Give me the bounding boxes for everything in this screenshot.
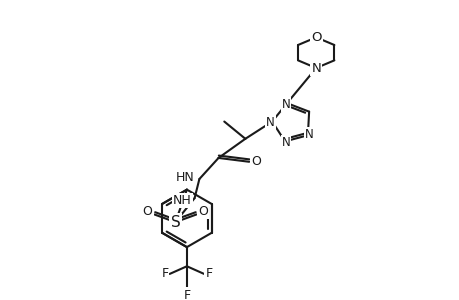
Text: F: F [205, 267, 212, 280]
Text: N: N [281, 136, 290, 149]
Text: F: F [161, 267, 168, 280]
Text: HN: HN [175, 171, 194, 184]
Text: F: F [183, 289, 190, 300]
Text: O: O [198, 205, 207, 218]
Text: O: O [142, 205, 152, 218]
Text: S: S [170, 214, 180, 230]
Text: N: N [281, 98, 290, 111]
Text: N: N [311, 61, 320, 74]
Text: N: N [265, 116, 274, 129]
Text: NH: NH [173, 194, 191, 207]
Text: N: N [304, 128, 313, 141]
Text: O: O [310, 31, 321, 44]
Text: O: O [251, 155, 260, 168]
